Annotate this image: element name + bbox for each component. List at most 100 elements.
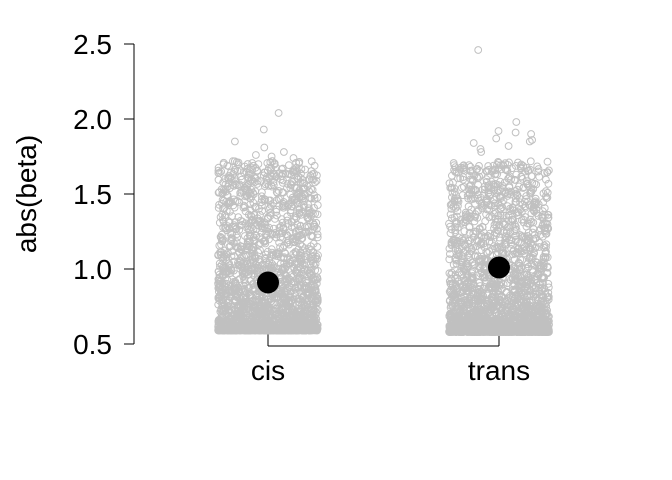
data-point bbox=[460, 292, 469, 301]
data-point bbox=[503, 296, 512, 305]
data-point bbox=[490, 295, 498, 303]
data-point bbox=[493, 188, 502, 197]
data-point bbox=[474, 297, 482, 306]
data-point bbox=[511, 319, 519, 328]
data-point bbox=[308, 232, 317, 241]
data-point bbox=[285, 255, 294, 264]
data-point bbox=[215, 168, 224, 177]
outlier-point bbox=[260, 143, 269, 152]
data-point bbox=[234, 213, 243, 222]
data-point bbox=[298, 234, 307, 243]
data-point bbox=[268, 172, 276, 181]
data-point bbox=[530, 326, 539, 335]
data-point bbox=[446, 250, 454, 258]
outlier-point bbox=[252, 151, 260, 159]
data-point bbox=[460, 296, 469, 305]
data-point bbox=[538, 214, 547, 223]
data-point bbox=[263, 231, 271, 240]
data-point bbox=[499, 211, 508, 220]
data-point bbox=[275, 227, 284, 235]
data-point bbox=[503, 202, 512, 211]
data-point bbox=[532, 311, 541, 320]
data-point bbox=[449, 290, 458, 299]
data-point bbox=[309, 219, 318, 227]
data-point bbox=[496, 313, 504, 322]
data-point bbox=[467, 245, 476, 253]
data-point bbox=[238, 217, 247, 226]
data-point bbox=[516, 205, 525, 214]
data-point bbox=[464, 282, 473, 291]
data-point bbox=[527, 209, 536, 218]
data-point bbox=[448, 327, 457, 336]
data-point bbox=[449, 260, 458, 269]
data-point bbox=[540, 243, 548, 252]
data-point bbox=[544, 179, 553, 188]
data-point bbox=[256, 177, 265, 185]
data-point bbox=[253, 167, 262, 176]
data-point bbox=[473, 327, 482, 336]
data-point bbox=[497, 306, 505, 315]
y-tick-label: 2.0 bbox=[73, 104, 112, 135]
y-axis-title: abs(beta) bbox=[11, 135, 42, 253]
data-point bbox=[228, 229, 236, 238]
data-point bbox=[255, 204, 264, 213]
data-point bbox=[451, 253, 460, 262]
data-point bbox=[476, 295, 484, 304]
data-point bbox=[462, 325, 471, 333]
data-point bbox=[445, 179, 454, 188]
data-point bbox=[272, 207, 281, 216]
data-point bbox=[510, 307, 518, 316]
data-point bbox=[251, 187, 260, 196]
data-point bbox=[516, 304, 525, 313]
data-point bbox=[266, 203, 274, 212]
data-point bbox=[524, 167, 532, 176]
data-point bbox=[261, 239, 270, 248]
data-point bbox=[279, 269, 288, 278]
data-point bbox=[462, 273, 471, 282]
data-point bbox=[266, 208, 275, 217]
data-point bbox=[268, 250, 276, 259]
data-point bbox=[447, 323, 456, 332]
data-point bbox=[304, 227, 313, 236]
data-point bbox=[491, 170, 499, 179]
data-point bbox=[226, 314, 235, 323]
data-point bbox=[459, 316, 468, 324]
data-point bbox=[463, 306, 472, 315]
outlier-point bbox=[528, 136, 536, 144]
data-point bbox=[214, 175, 223, 184]
data-point bbox=[465, 209, 474, 218]
data-point bbox=[237, 262, 245, 271]
data-point bbox=[293, 266, 302, 274]
data-point bbox=[544, 279, 553, 288]
outlier-point bbox=[267, 152, 276, 161]
data-point bbox=[244, 283, 253, 292]
data-point bbox=[532, 205, 541, 214]
data-point bbox=[314, 251, 322, 260]
data-point bbox=[293, 220, 302, 229]
data-point bbox=[308, 310, 317, 319]
data-point bbox=[239, 299, 248, 307]
data-point bbox=[226, 314, 234, 322]
data-point bbox=[223, 191, 232, 200]
data-point bbox=[251, 218, 259, 227]
data-point bbox=[467, 269, 476, 278]
data-point bbox=[494, 164, 503, 173]
data-point bbox=[481, 322, 490, 331]
data-point bbox=[488, 293, 497, 301]
data-point bbox=[540, 204, 549, 213]
y-tick-label: 1.5 bbox=[73, 179, 112, 210]
data-point bbox=[491, 277, 500, 286]
data-point bbox=[229, 285, 238, 294]
data-point bbox=[531, 244, 539, 253]
data-point bbox=[503, 166, 512, 175]
data-point bbox=[457, 323, 466, 332]
data-points bbox=[214, 46, 553, 336]
y-tick-label: 1.0 bbox=[73, 254, 112, 285]
data-point bbox=[512, 248, 521, 256]
data-point bbox=[468, 284, 477, 293]
data-point bbox=[500, 221, 509, 229]
outlier-point bbox=[280, 148, 288, 156]
data-point bbox=[519, 218, 528, 227]
data-point bbox=[285, 311, 294, 320]
data-point bbox=[543, 268, 551, 277]
